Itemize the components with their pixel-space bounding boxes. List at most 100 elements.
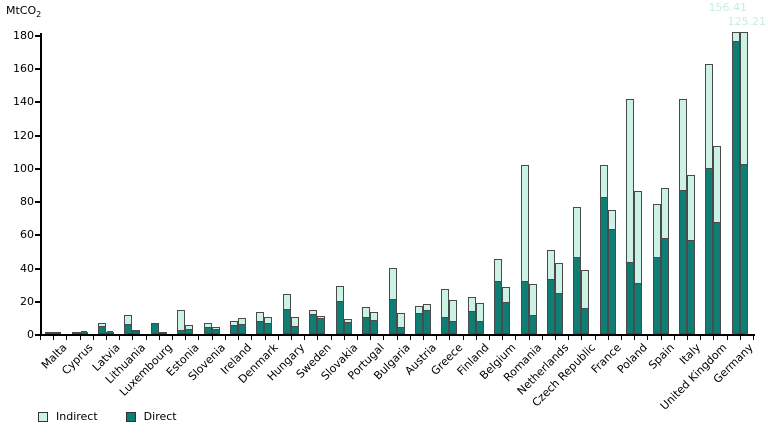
x-axis-tick <box>317 336 319 340</box>
y-axis-tick <box>35 334 40 336</box>
y-axis-title: MtCO2 <box>6 4 42 20</box>
bar-1-indirect-segment <box>204 323 212 334</box>
annotation-germany-bar1: 156.41 <box>708 1 748 14</box>
x-axis-tick <box>607 336 609 340</box>
x-axis-tick <box>277 336 279 340</box>
x-axis-tick <box>449 336 451 340</box>
bar-1-indirect-segment <box>256 312 264 334</box>
x-axis-tick <box>673 336 675 340</box>
bar-2-direct-segment <box>265 323 271 333</box>
bar-2-indirect-segment <box>344 319 352 334</box>
bar-1-indirect-segment <box>521 165 529 334</box>
bar-2-indirect-segment <box>687 175 695 334</box>
bar-1-indirect-segment <box>468 297 476 334</box>
bar-1-indirect-segment <box>362 307 370 334</box>
x-axis-tick <box>251 336 253 340</box>
bar-2-indirect-segment <box>53 332 61 334</box>
y-tick-label: 160 <box>13 62 34 75</box>
bar-1-direct-segment <box>601 197 607 333</box>
x-axis-tick <box>713 336 715 340</box>
bar-1-indirect-segment <box>494 259 502 334</box>
bar-2-direct-segment <box>688 240 694 333</box>
x-axis-tick <box>739 336 741 340</box>
bar-2-indirect-segment <box>634 191 642 334</box>
y-axis-tick <box>35 301 40 303</box>
x-axis-tick <box>198 336 200 340</box>
bar-1-direct-segment <box>231 325 237 333</box>
bar-2-indirect-segment <box>317 316 325 334</box>
bar-1-indirect-segment <box>679 99 687 334</box>
x-axis-tick <box>700 336 702 340</box>
bar-1-direct-segment <box>627 262 633 333</box>
bar-2-indirect-segment <box>581 270 589 334</box>
x-axis-tick <box>106 336 107 340</box>
bar-2-direct-segment <box>239 324 245 333</box>
bar-2-direct-segment <box>556 293 562 333</box>
bar-1-indirect-segment <box>389 268 397 334</box>
y-tick-label: 0 <box>27 328 34 341</box>
bar-2-direct-segment <box>424 310 430 333</box>
y-axis-tick <box>35 268 40 270</box>
y-axis-tick <box>35 101 40 103</box>
bar-1-indirect-segment <box>653 204 661 334</box>
bar-1-indirect-segment <box>177 310 185 334</box>
bar-1-indirect-segment <box>573 207 581 334</box>
bar-2-direct-segment <box>160 332 166 333</box>
x-axis-tick <box>726 336 728 340</box>
bar-1-direct-segment <box>73 332 79 333</box>
legend-item-direct: Direct <box>125 410 177 423</box>
x-axis-tick <box>502 336 504 340</box>
y-tick-label: 80 <box>20 195 34 208</box>
x-axis-tick <box>172 336 173 340</box>
bar-1-direct-segment <box>310 314 316 333</box>
bar-1-indirect-segment <box>415 306 423 334</box>
bar-1-indirect-segment <box>600 165 608 334</box>
x-axis-tick <box>290 336 292 340</box>
x-axis-line <box>40 334 755 336</box>
bar-2-direct-segment <box>609 229 615 333</box>
bar-1-direct-segment <box>284 309 290 333</box>
x-axis-tick <box>515 336 517 340</box>
x-axis-tick <box>304 336 306 340</box>
bar-2-direct-segment <box>398 327 404 333</box>
bar-1-direct-segment <box>416 313 422 333</box>
x-axis-tick <box>568 336 570 340</box>
bar-1-direct-segment <box>99 326 105 333</box>
x-axis-tick <box>383 336 385 340</box>
bar-2-direct-segment <box>213 329 219 333</box>
bar-1-direct-segment <box>257 321 263 333</box>
bar-2-direct-segment <box>133 331 139 333</box>
bar-1-direct-segment <box>469 311 475 333</box>
x-axis-tick <box>66 336 68 340</box>
bar-1-direct-segment <box>706 168 712 333</box>
bar-2-indirect-segment <box>423 304 431 334</box>
bar-2-direct-segment <box>318 318 324 333</box>
bar-1-direct-segment <box>654 257 660 333</box>
bar-2-indirect-segment <box>502 287 510 334</box>
bar-2-indirect-segment <box>106 331 114 334</box>
bar-1-direct-segment <box>548 279 554 333</box>
bar-1-direct-segment <box>442 317 448 333</box>
bar-1-indirect-segment <box>309 310 317 334</box>
bar-1-indirect-segment <box>72 332 80 334</box>
x-axis-tick <box>396 336 398 340</box>
bar-2-indirect-segment <box>397 313 405 334</box>
x-axis-tick <box>264 336 266 340</box>
bar-2-direct-segment <box>582 308 588 333</box>
bar-1-indirect-segment <box>98 323 106 334</box>
bar-2-direct-segment <box>477 321 483 333</box>
x-axis-tick <box>92 336 94 340</box>
bar-1-direct-segment <box>205 327 211 333</box>
bar-2-direct-segment <box>81 331 87 333</box>
bar-2-indirect-segment <box>449 300 457 334</box>
x-axis-tick <box>330 336 332 340</box>
direct-swatch-icon <box>125 411 136 422</box>
y-tick-label: 40 <box>20 262 34 275</box>
x-axis-tick <box>356 336 358 340</box>
x-axis-tick <box>621 336 622 340</box>
x-axis-tick <box>488 336 490 340</box>
bar-2-direct-segment <box>530 315 536 333</box>
x-axis-tick <box>238 336 240 340</box>
x-axis-tick <box>53 336 55 340</box>
x-axis-tick <box>370 336 372 340</box>
